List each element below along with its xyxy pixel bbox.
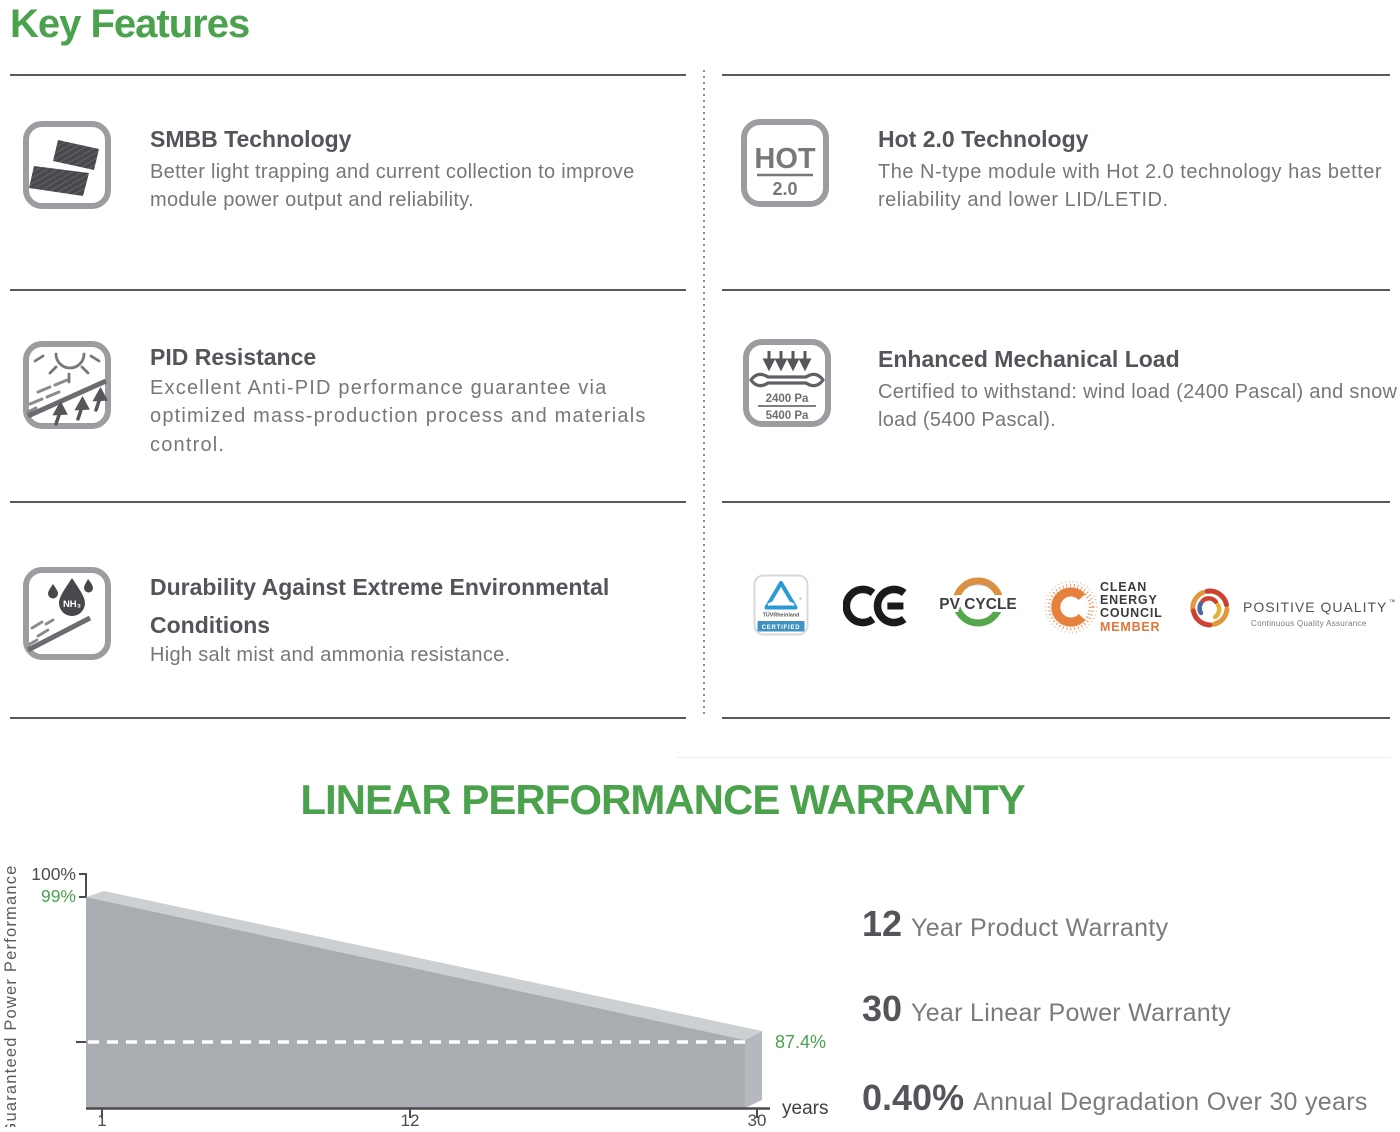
solar-panels-icon	[22, 120, 112, 215]
feature-title: SMBB Technology	[150, 126, 352, 152]
y-tick-99: 99%	[41, 886, 76, 906]
svg-text:®: ®	[799, 596, 802, 601]
x-tick-30: 30	[748, 1111, 767, 1127]
warranty-label: Annual Degradation Over 30 years	[973, 1088, 1368, 1116]
feature-title: PID Resistance	[150, 344, 317, 370]
svg-text:CLEAN: CLEAN	[1100, 580, 1147, 594]
feature-title: Hot 2.0 Technology	[878, 126, 1089, 152]
warranty-value: 30	[862, 988, 903, 1029]
clean-energy-council-member-logo: CLEAN ENERGY COUNCIL MEMBER	[1044, 576, 1162, 643]
divider-line	[10, 74, 686, 76]
svg-text:NH₃: NH₃	[63, 599, 81, 610]
svg-text:5400 Pa: 5400 Pa	[766, 410, 809, 422]
product-warranty-item: 12 Year Product Warranty	[862, 903, 1168, 945]
divider-line	[10, 289, 686, 291]
feature-description: Excellent Anti-PID performance guarantee…	[150, 377, 647, 456]
svg-text:2.0: 2.0	[772, 179, 797, 199]
ce-mark-logo	[842, 583, 911, 634]
svg-text:Continuous Quality Assurance: Continuous Quality Assurance	[1251, 619, 1367, 628]
wedge-top-bevel	[86, 891, 762, 1040]
wedge-right-face	[745, 1031, 762, 1108]
page-title: Key Features	[10, 2, 250, 46]
warranty-value: 0.40%	[862, 1077, 965, 1118]
svg-text:CERTIFIED: CERTIFIED	[762, 625, 801, 631]
linear-power-warranty-item: 30 Year Linear Power Warranty	[862, 988, 1231, 1030]
svg-text:COUNCIL: COUNCIL	[1100, 606, 1162, 620]
performance-warranty-chart: Guaranteed Power Performance 100% 99% 87…	[0, 855, 850, 1132]
feature-description: Certified to withstand: wind load (2400 …	[878, 381, 1398, 432]
svg-text:POSITIVE QUALITY: POSITIVE QUALITY	[1243, 599, 1387, 615]
faint-divider-line	[677, 757, 1390, 758]
wedge-front-face	[86, 897, 745, 1108]
svg-text:™: ™	[1389, 599, 1396, 606]
svg-text:MEMBER: MEMBER	[1100, 620, 1160, 634]
svg-text:2400 Pa: 2400 Pa	[766, 393, 809, 405]
divider-line	[10, 501, 686, 503]
annual-degradation-item: 0.40% Annual Degradation Over 30 years	[862, 1077, 1368, 1119]
y-axis-label: Guaranteed Power Performance	[2, 864, 20, 1127]
pid-sun-panel-icon	[22, 340, 112, 435]
end-value-label: 87.4%	[775, 1032, 826, 1052]
divider-line	[10, 717, 686, 719]
svg-text:ASSOCIATION: ASSOCIATION	[962, 582, 995, 587]
feature-description: The N-type module with Hot 2.0 technolog…	[878, 161, 1383, 212]
warranty-section-title: LINEAR PERFORMANCE WARRANTY	[300, 776, 1025, 823]
y-tick-100: 100%	[31, 864, 76, 884]
divider-line	[722, 74, 1390, 76]
pv-cycle-logo: ASSOCIATION PV CYCLE	[933, 574, 1025, 641]
warranty-value: 12	[862, 903, 903, 944]
feature-title: Durability Against Extreme Environmental…	[150, 574, 610, 638]
vertical-dotted-divider	[703, 70, 705, 718]
x-tick-12: 12	[401, 1111, 420, 1127]
hot-2.0-icon: HOT 2.0	[740, 118, 830, 213]
svg-text:ENERGY: ENERGY	[1100, 593, 1158, 607]
warranty-label: Year Product Warranty	[911, 914, 1169, 942]
svg-text:TÜVRheinland: TÜVRheinland	[763, 612, 800, 619]
divider-line	[722, 717, 1390, 719]
mechanical-load-icon: 2400 Pa 5400 Pa	[742, 338, 832, 433]
feature-description: High salt mist and ammonia resistance.	[150, 644, 511, 666]
feature-title: Enhanced Mechanical Load	[878, 346, 1180, 372]
divider-line	[722, 501, 1390, 503]
svg-text:HOT: HOT	[754, 143, 816, 175]
divider-line	[722, 289, 1390, 291]
svg-text:PV CYCLE: PV CYCLE	[939, 596, 1017, 613]
x-tick-1: 1	[97, 1111, 106, 1127]
tuv-rheinland-certified-logo: ® TÜVRheinland CERTIFIED	[753, 574, 809, 641]
positive-quality-logo: POSITIVE QUALITY ™ Continuous Quality As…	[1183, 580, 1398, 641]
feature-description: Better light trapping and current collec…	[150, 161, 635, 212]
x-axis-label: years	[782, 1098, 828, 1119]
warranty-label: Year Linear Power Warranty	[911, 999, 1232, 1027]
ammonia-droplet-icon: NH₃	[22, 566, 112, 666]
